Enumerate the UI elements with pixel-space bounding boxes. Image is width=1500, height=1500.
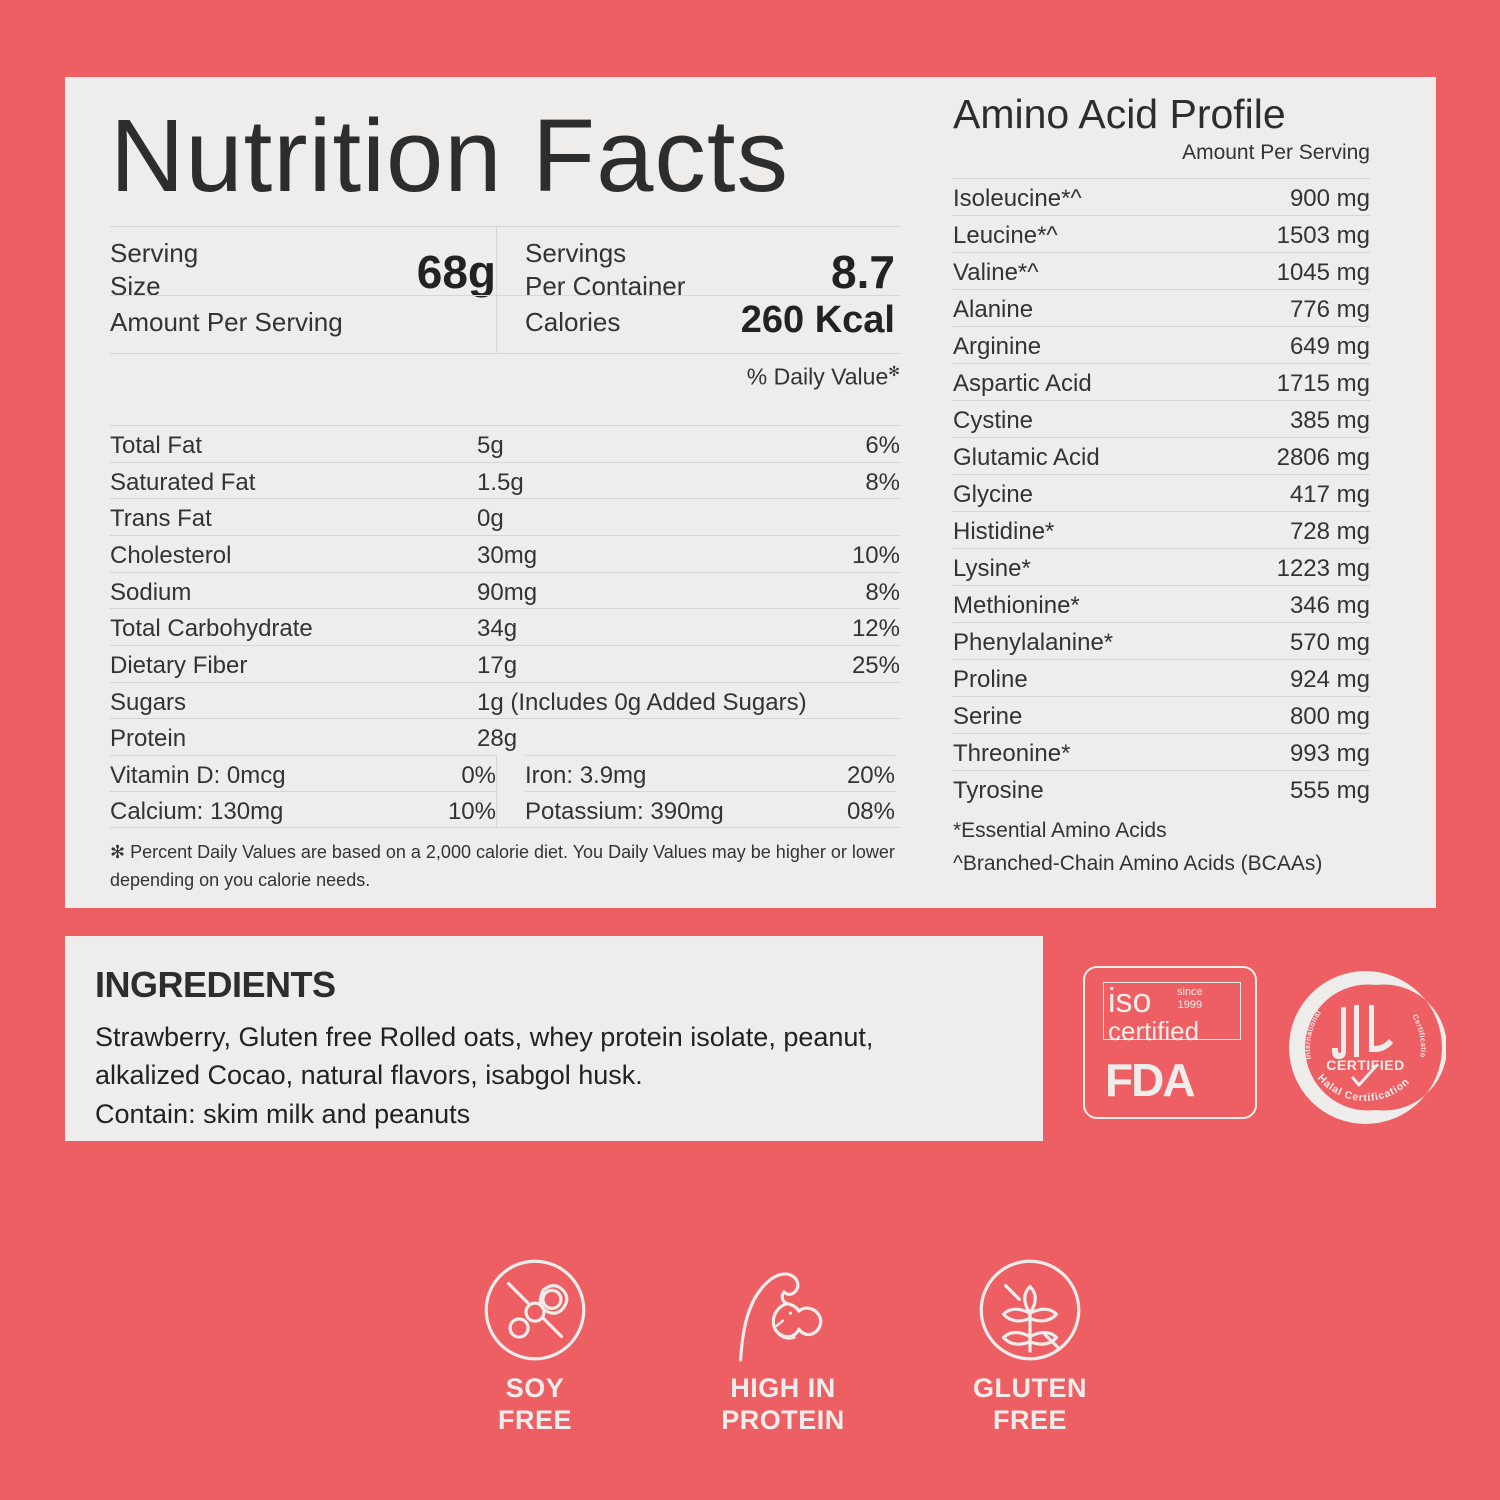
svg-text:FDA: FDA (1105, 1054, 1194, 1106)
svg-text:CERTIFIED: CERTIFIED (1326, 1057, 1404, 1073)
